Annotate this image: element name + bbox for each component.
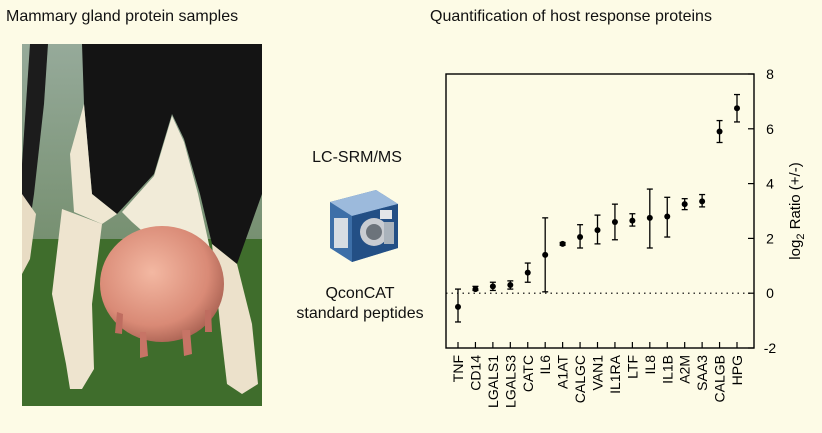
y-tick-label: 6	[766, 121, 774, 137]
data-point	[716, 128, 723, 135]
y-tick-label: -2	[764, 340, 777, 356]
x-axis-labels: TNF CD14 LGALS1 LGALS3 CATC IL6 A1AT CALGC VAN1 I…	[450, 342, 745, 408]
y-tick-label: 2	[766, 230, 774, 246]
data-point	[524, 269, 531, 276]
x-tick-label: LGALS3	[502, 355, 518, 408]
data-point	[455, 303, 461, 310]
y-tick-label: 0	[766, 285, 774, 301]
x-tick-label: VAN1	[590, 355, 606, 391]
ylabel-ratio: Ratio (+/-)	[787, 162, 804, 233]
x-tick-label: CALGB	[712, 355, 728, 402]
ylabel-subscript: 2	[795, 234, 807, 240]
data-point	[542, 251, 549, 258]
plot-frame	[445, 73, 755, 349]
x-tick-label: LGALS1	[485, 355, 501, 408]
data-point	[594, 227, 601, 234]
x-tick-label: TNF	[450, 355, 466, 382]
data-point	[489, 283, 496, 290]
qconcat-label: QconCAT	[325, 285, 395, 302]
x-tick-label: HPG	[729, 355, 745, 385]
x-tick-label: A1AT	[555, 355, 571, 389]
x-tick-label: CD14	[467, 355, 483, 391]
x-tick-label: IL6	[537, 355, 553, 375]
standard-peptides-label: QconCAT standard peptides	[270, 284, 450, 324]
standard-peptides-text: standard peptides	[296, 305, 424, 322]
data-series	[455, 93, 740, 323]
cow-udder-photo	[22, 44, 262, 406]
x-tick-label: IL1RA	[607, 354, 623, 394]
x-tick-label: IL8	[642, 355, 658, 375]
data-point	[472, 286, 479, 293]
data-point	[681, 201, 688, 208]
x-tick-label: CATC	[520, 355, 536, 392]
data-point	[734, 105, 740, 112]
data-point	[611, 218, 618, 225]
data-point	[507, 281, 514, 288]
data-point	[559, 240, 566, 247]
y-axis-label: log2 Ratio (+/-)	[787, 162, 807, 259]
left-panel-title: Mammary gland protein samples	[6, 8, 239, 25]
mass-spectrometer-icon	[318, 180, 408, 270]
chart-title: Quantification of host response proteins	[430, 8, 712, 25]
data-point	[664, 213, 671, 220]
x-tick-label: A2M	[677, 355, 693, 384]
data-point	[646, 214, 653, 221]
method-label: LC-SRM/MS	[312, 149, 402, 166]
data-point	[577, 234, 584, 241]
data-point	[629, 217, 636, 224]
y-tick-label: 4	[766, 176, 774, 192]
x-tick-label: IL1B	[659, 355, 675, 384]
y-tick-label: 8	[766, 66, 774, 82]
data-point	[699, 198, 706, 205]
x-tick-label: CALGC	[572, 355, 588, 403]
x-tick-label: SAA3	[694, 355, 710, 391]
y-axis: -2 0 2 4 6 8	[748, 66, 776, 356]
x-tick-label: LTF	[624, 355, 640, 379]
ylabel-log: log	[787, 240, 804, 260]
